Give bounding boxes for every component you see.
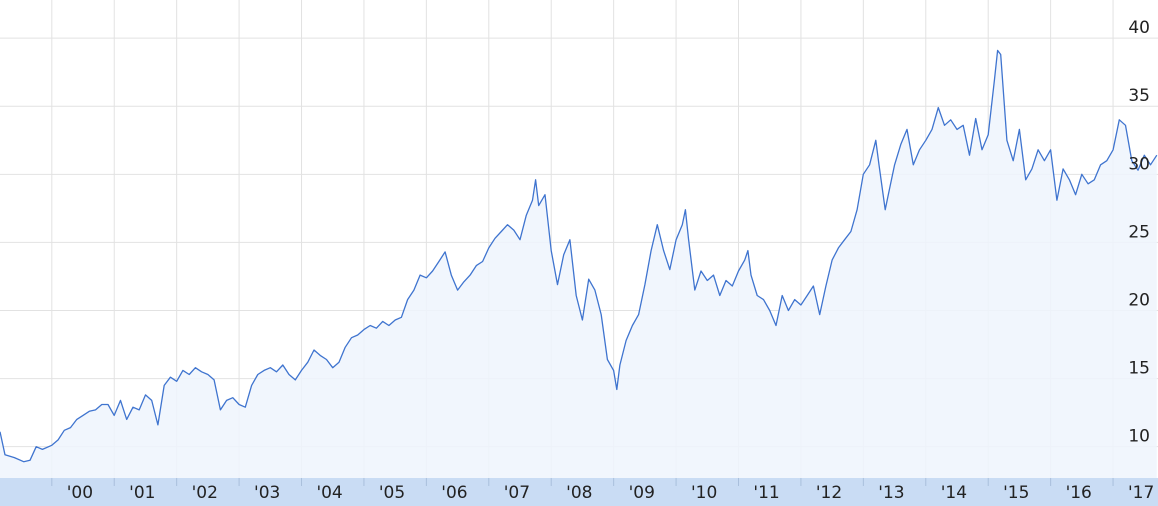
y-tick-label: 20 [1128, 290, 1150, 310]
x-tick-label: '03 [254, 483, 280, 503]
area-fill [0, 50, 1157, 479]
x-tick-label: '02 [192, 483, 218, 503]
x-tick-label: '01 [129, 483, 155, 503]
x-tick-label: '13 [878, 483, 904, 503]
y-tick-label: 35 [1128, 86, 1150, 106]
y-tick-label: 10 [1128, 427, 1150, 447]
x-tick-label: '17 [1128, 483, 1154, 503]
x-tick-label: '04 [316, 483, 342, 503]
y-tick-label: 25 [1128, 222, 1150, 242]
x-tick-label: '16 [1066, 483, 1092, 503]
x-tick-label: '07 [504, 483, 530, 503]
x-tick-label: '00 [67, 483, 93, 503]
x-tick-label: '11 [753, 483, 779, 503]
x-tick-label: '08 [566, 483, 592, 503]
x-tick-label: '12 [816, 483, 842, 503]
x-tick-label: '06 [441, 483, 467, 503]
x-tick-label: '14 [941, 483, 967, 503]
price-line [0, 49, 1158, 463]
x-tick-label: '15 [1003, 483, 1029, 503]
y-tick-label: 15 [1128, 359, 1150, 379]
y-tick-label: 30 [1128, 154, 1150, 174]
y-tick-label: 40 [1128, 18, 1150, 38]
x-tick-label: '05 [379, 483, 405, 503]
x-axis-band [0, 478, 1158, 506]
x-tick-label: '09 [629, 483, 655, 503]
x-tick-label: '10 [691, 483, 717, 503]
